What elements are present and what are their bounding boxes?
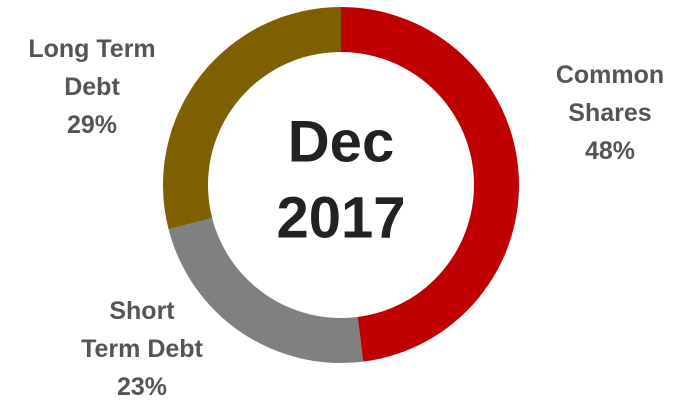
center-label: 2017 [276,185,405,250]
category-name: Short Term Debt [81,297,203,363]
center-label: Dec [288,109,394,174]
value-label: 29% [66,111,118,139]
donut-slice [168,218,364,363]
category-name: Common Shares [555,61,665,127]
value-label: 23% [116,373,168,401]
slice-label: Common Shares 48% [548,56,672,170]
value-label: 48% [584,137,636,165]
donut-slice [341,7,520,362]
slice-label: Short Term Debt 23% [78,292,206,406]
slice-label: Long Term Debt 29% [21,30,163,144]
donut-slice [162,7,341,230]
category-name: Long Term Debt [28,35,156,101]
